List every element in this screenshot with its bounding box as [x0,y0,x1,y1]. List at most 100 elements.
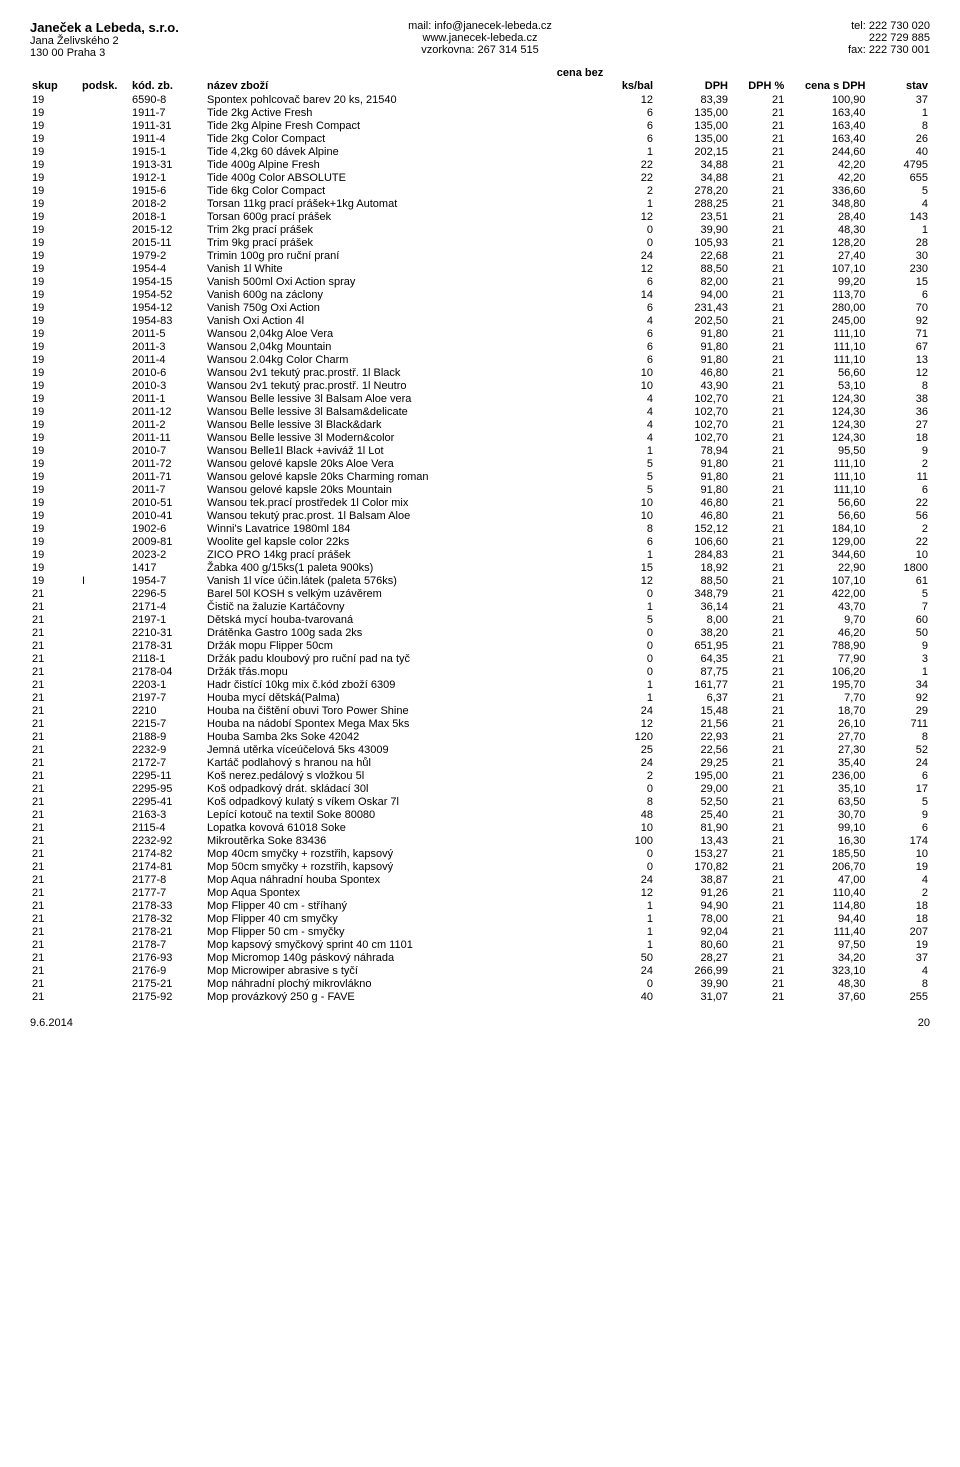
cell-kod: 2232-92 [130,834,205,847]
cell-nazev: Barel 50l KOSH s velkým uzávěrem [205,587,593,600]
cell-cenas: 129,00 [786,535,867,548]
cell-ksbal: 0 [593,223,656,236]
cell-nazev: Wansou Belle1l Black +aviváž 1l Lot [205,444,593,457]
cell-cenas: 9,70 [786,613,867,626]
cell-cenas: 18,70 [786,704,867,717]
cell-ksbal: 0 [593,977,656,990]
cell-stav: 6 [868,483,931,496]
cell-podsk [80,990,130,1003]
cell-ksbal: 1 [593,678,656,691]
cell-podsk [80,301,130,314]
cell-kod: 2188-9 [130,730,205,743]
cell-kod: 2011-2 [130,418,205,431]
cell-cenas: 42,20 [786,171,867,184]
cell-stav: 8 [868,977,931,990]
cell-skup: 19 [30,392,80,405]
cell-skup: 21 [30,860,80,873]
cell-kod: 2163-3 [130,808,205,821]
cell-kod: 2118-1 [130,652,205,665]
cell-nazev: Mop kapsový smyčkový sprint 40 cm 1101 [205,938,593,951]
cell-kod: 2011-1 [130,392,205,405]
col-ksbal: ks/bal [593,79,656,93]
cell-cenas: 422,00 [786,587,867,600]
cell-dphp: 21 [730,379,786,392]
cell-dphp: 21 [730,197,786,210]
tel-line: tel: 222 730 020 [630,20,930,32]
cell-skup: 19 [30,223,80,236]
cell-nazev: Držák mopu Flipper 50cm [205,639,593,652]
cell-skup: 21 [30,639,80,652]
cell-skup: 21 [30,587,80,600]
cell-kod: 1913-31 [130,158,205,171]
col-dphp: DPH % [730,79,786,93]
cell-nazev: Wansou Belle lessive 3l Balsam Aloe vera [205,392,593,405]
table-row: 212197-7Houba mycí dětská(Palma)16,37217… [30,691,930,704]
cell-dphp: 21 [730,418,786,431]
cell-cenas: 7,70 [786,691,867,704]
cell-podsk [80,249,130,262]
cell-kod: 2011-12 [130,405,205,418]
cell-nazev: Držák padu kloubový pro ruční pad na tyč [205,652,593,665]
cell-dphp: 21 [730,535,786,548]
cell-stav: 711 [868,717,931,730]
cell-cenas: 46,20 [786,626,867,639]
cell-podsk [80,522,130,535]
cell-ksbal: 24 [593,756,656,769]
cell-kod: 1911-7 [130,106,205,119]
cell-cenas: 48,30 [786,977,867,990]
cell-podsk [80,535,130,548]
cell-stav: 2 [868,886,931,899]
cell-skup: 19 [30,522,80,535]
cell-kod: 2178-04 [130,665,205,678]
cell-nazev: Houba mycí dětská(Palma) [205,691,593,704]
cell-nazev: Wansou gelové kapsle 20ks Charming roman [205,470,593,483]
table-row: 191911-7Tide 2kg Active Fresh6135,002116… [30,106,930,119]
cell-ksbal: 6 [593,119,656,132]
cell-stav: 71 [868,327,931,340]
cell-cenas: 111,10 [786,457,867,470]
cell-kod: 1954-52 [130,288,205,301]
cell-podsk [80,977,130,990]
cell-skup: 19 [30,379,80,392]
table-row: 19 2011-1Wansou Belle lessive 3l Balsam A… [30,392,930,405]
cell-nazev: Koš odpadkový kulatý s víkem Oskar 7l [205,795,593,808]
cell-dphp: 21 [730,860,786,873]
cell-ksbal: 1 [593,691,656,704]
table-row: 191954-15Vanish 500ml Oxi Action spray68… [30,275,930,288]
cell-stav: 28 [868,236,931,249]
table-row: 212175-92Mop provázkový 250 g - FAVE4031… [30,990,930,1003]
cell-dph: 91,80 [655,340,730,353]
cell-stav: 207 [868,925,931,938]
cell-dph: 266,99 [655,964,730,977]
cell-ksbal: 4 [593,431,656,444]
cell-ksbal: 0 [593,639,656,652]
table-row: 191902-6Winni's Lavatrice 1980ml 1848152… [30,522,930,535]
cell-podsk [80,912,130,925]
cell-kod: 2011-3 [130,340,205,353]
cell-nazev: Drátěnka Gastro 100g sada 2ks [205,626,593,639]
cell-dph: 23,51 [655,210,730,223]
cell-dph: 52,50 [655,795,730,808]
price-table: skup podsk. kód. zb. název zboží ks/bal … [30,79,930,1003]
cell-kod: 2015-12 [130,223,205,236]
cell-nazev: Tide 400g Color ABSOLUTE [205,171,593,184]
cell-dphp: 21 [730,938,786,951]
cell-nazev: Tide 6kg Color Compact [205,184,593,197]
cell-nazev: Wansou 2,04kg Aloe Vera [205,327,593,340]
cell-dphp: 21 [730,288,786,301]
cell-dph: 94,00 [655,288,730,301]
cell-nazev: Mop 50cm smyčky + rozstřih, kapsový [205,860,593,873]
cell-dph: 18,92 [655,561,730,574]
cell-nazev: Wansou 2,04kg Mountain [205,340,593,353]
cell-stav: 13 [868,353,931,366]
cell-podsk [80,548,130,561]
table-row: 212178-7Mop kapsový smyčkový sprint 40 c… [30,938,930,951]
cell-ksbal: 0 [593,236,656,249]
table-row: 212232-92Mikroutěrka Soke 8343610013,432… [30,834,930,847]
cell-podsk [80,236,130,249]
table-row: 212295-11Koš nerez.pedálový s vložkou 5l… [30,769,930,782]
table-row: 212178-33Mop Flipper 40 cm - stříhaný194… [30,899,930,912]
cell-stav: 5 [868,184,931,197]
cell-cenas: 111,10 [786,470,867,483]
cell-skup: 19 [30,483,80,496]
